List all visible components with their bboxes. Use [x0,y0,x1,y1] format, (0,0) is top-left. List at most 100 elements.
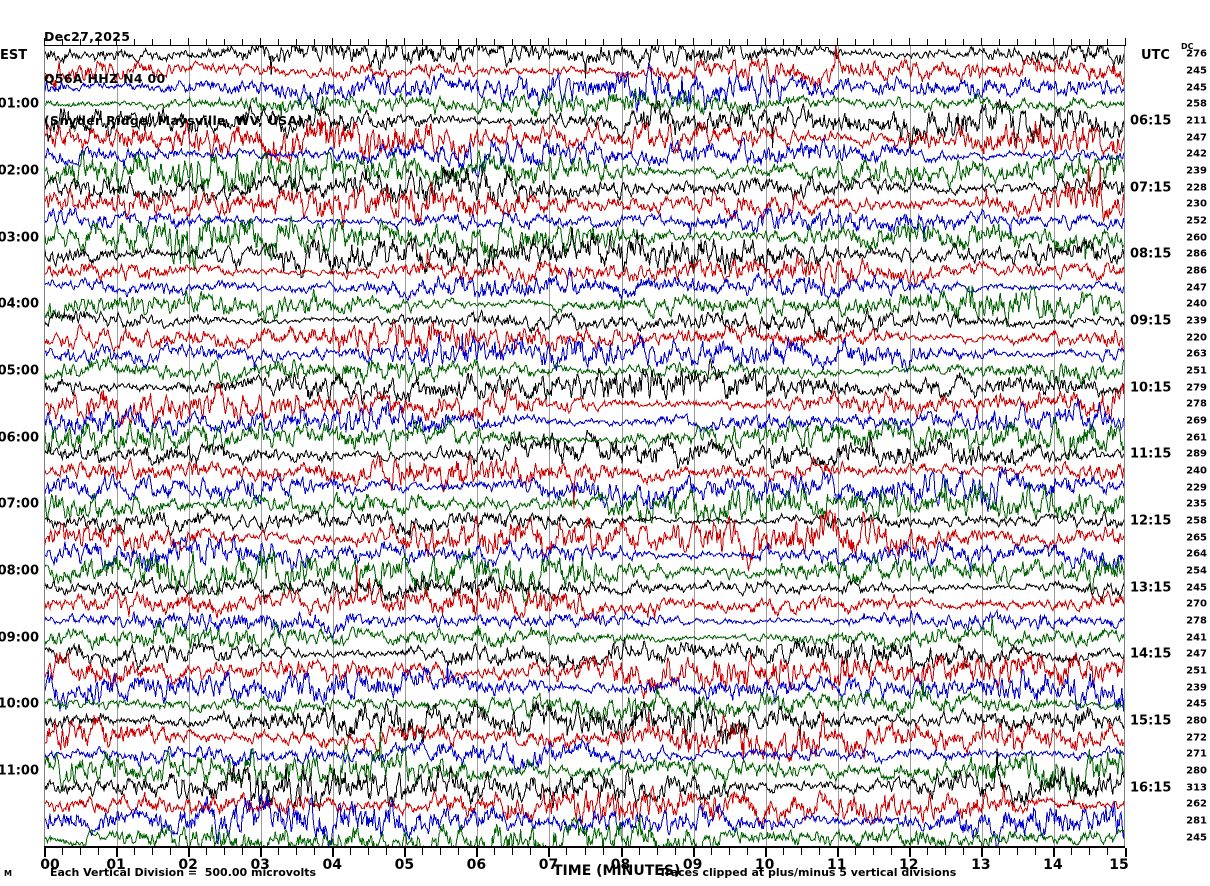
seismogram-trace [45,99,1124,149]
x-tick-label: 04 [322,857,343,873]
axis-minor-tick [80,848,82,855]
trace-polyline [45,136,1124,179]
axis-minor-tick [278,39,280,46]
axis-minor-tick [422,848,424,855]
dc-value: 279 [1186,382,1207,394]
x-tick-label: 07 [538,857,559,873]
dc-value: 245 [1186,832,1207,844]
dc-value: 264 [1186,548,1207,560]
left-time-label: 08:00 [0,563,39,579]
axis-major-tick [44,848,46,857]
dc-value: 270 [1186,598,1207,610]
axis-minor-tick [1016,39,1018,46]
axis-minor-tick [890,848,892,855]
axis-minor-tick [818,848,820,855]
axis-major-tick [692,848,695,857]
trace-polyline [45,784,1124,828]
dc-value: 251 [1186,665,1207,677]
axis-minor-tick [1016,848,1018,855]
trace-polyline [45,166,1124,210]
trace-polyline [45,731,1124,798]
trace-polyline [45,748,1124,811]
seismogram-trace [45,548,1124,604]
axis-minor-tick [1034,848,1036,855]
trace-polyline [45,206,1124,243]
seismogram-plot[interactable] [44,46,1125,846]
axis-minor-tick [1034,39,1036,46]
left-time-label: 03:00 [0,230,39,246]
axis-major-tick [764,848,767,857]
x-tick-label: 12 [899,857,919,873]
dc-value: 240 [1186,465,1207,477]
axis-minor-tick [1106,39,1108,46]
header-station: Q56A HHZ N4 00 [44,71,166,86]
axis-major-tick [692,38,694,46]
axis-minor-tick [224,848,226,855]
axis-minor-tick [782,39,784,46]
trace-polyline [45,307,1124,341]
dc-value: 228 [1186,182,1207,194]
axis-minor-tick [566,848,568,855]
x-tick-label: 08 [610,857,631,873]
minute-gridline [477,46,479,846]
axis-major-tick [836,848,839,857]
dc-value: 245 [1186,82,1207,94]
right-time-label: 16:15 [1130,780,1172,796]
axis-minor-tick [584,848,586,855]
left-time-axis-labels: 01:00 02:00 03:00 04:00 05:00 06:00 07:00 08:00… [0,46,42,846]
x-tick-label: 05 [394,857,415,873]
dc-value: 247 [1186,648,1207,660]
minute-gridline [909,46,911,846]
axis-minor-tick [440,848,442,855]
axis-minor-tick [314,848,316,855]
trace-polyline [45,150,1124,195]
trace-polyline [45,679,1124,723]
axis-minor-tick [638,39,640,46]
trace-polyline [45,478,1124,525]
dc-value: 280 [1186,715,1207,727]
dc-value: 281 [1186,815,1207,827]
clipping-note: Traces clipped at plus/minus 5 vertical … [659,866,957,879]
axis-minor-tick [242,848,244,855]
axis-minor-tick [818,39,820,46]
axis-major-tick [980,38,982,46]
seismogram-trace [45,575,1124,604]
dc-value: 254 [1186,565,1207,577]
trace-polyline [45,548,1124,604]
axis-minor-tick [494,39,496,46]
x-tick-label: 11 [826,857,847,873]
axis-minor-tick [278,848,280,855]
dc-value: 251 [1186,365,1207,377]
seismogram-trace [45,429,1124,471]
axis-major-tick [116,848,119,857]
axis-major-tick [980,848,983,857]
seismogram-trace [45,382,1124,426]
axis-minor-tick [674,848,676,855]
seismogram-trace [45,814,1124,846]
seismogram-trace [45,661,1124,712]
seismogram-trace [45,679,1124,723]
trace-polyline [45,267,1124,301]
dc-value: 269 [1186,415,1207,427]
dc-value: 245 [1186,698,1207,710]
dc-value: 240 [1186,298,1207,310]
trace-polyline [45,46,1124,90]
axis-minor-tick [890,39,892,46]
axis-major-tick [908,38,910,46]
axis-major-tick [548,848,551,857]
dc-value: 241 [1186,632,1207,644]
trace-polyline [45,608,1124,639]
axis-minor-tick [170,39,172,46]
axis-minor-tick [872,39,874,46]
left-time-label: 02:00 [0,163,39,179]
x-tick-label: 06 [466,857,487,873]
axis-minor-tick [242,39,244,46]
minute-gridline [765,46,767,846]
trace-polyline [45,661,1124,712]
axis-minor-tick [944,39,946,46]
seismogram-trace [45,738,1124,775]
seismogram-trace [45,206,1124,243]
axis-minor-tick [152,39,154,46]
seismogram-trace [45,321,1124,357]
top-axis-line [44,45,1125,46]
